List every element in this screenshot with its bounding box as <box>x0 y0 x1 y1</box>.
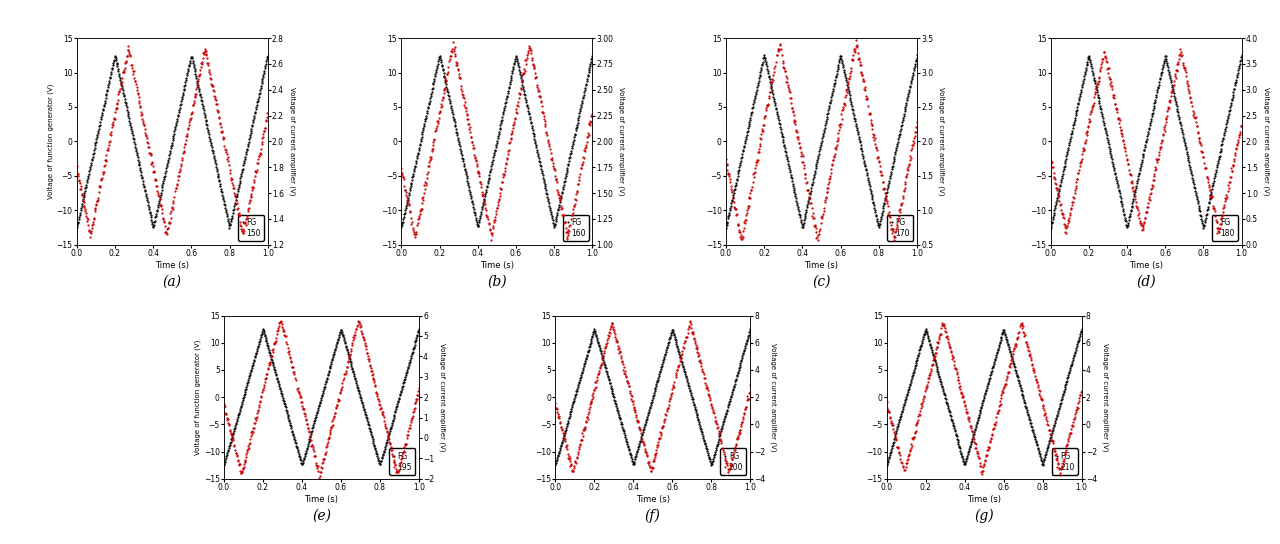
X-axis label: Time (s): Time (s) <box>155 261 189 270</box>
X-axis label: Time (s): Time (s) <box>305 494 338 504</box>
X-axis label: Time (s): Time (s) <box>636 494 669 504</box>
Legend: FG, 210: FG, 210 <box>1052 448 1078 475</box>
Text: (a): (a) <box>163 275 182 289</box>
Legend: FG, 180: FG, 180 <box>1212 214 1238 241</box>
Y-axis label: Voltage of current amplifier (V): Voltage of current amplifier (V) <box>1262 87 1268 196</box>
Y-axis label: Voltage of current amplifier (V): Voltage of current amplifier (V) <box>618 87 625 196</box>
Y-axis label: Voltage of current amplifier (V): Voltage of current amplifier (V) <box>938 87 945 196</box>
Text: (d): (d) <box>1137 275 1156 289</box>
Text: (g): (g) <box>974 509 995 523</box>
X-axis label: Time (s): Time (s) <box>480 261 513 270</box>
Y-axis label: Voltage of current amplifier (V): Voltage of current amplifier (V) <box>771 343 777 452</box>
Legend: FG, 170: FG, 170 <box>887 214 913 241</box>
Y-axis label: Voltage of function generator (V): Voltage of function generator (V) <box>47 84 54 199</box>
Text: (b): (b) <box>488 275 507 289</box>
Text: (e): (e) <box>312 509 332 523</box>
Text: (c): (c) <box>813 275 831 289</box>
X-axis label: Time (s): Time (s) <box>968 494 1001 504</box>
Y-axis label: Voltage of current amplifier (V): Voltage of current amplifier (V) <box>288 87 294 196</box>
X-axis label: Time (s): Time (s) <box>805 261 838 270</box>
Y-axis label: Voltage of current amplifier (V): Voltage of current amplifier (V) <box>1102 343 1108 452</box>
X-axis label: Time (s): Time (s) <box>1129 261 1164 270</box>
Legend: FG, 195: FG, 195 <box>389 448 415 475</box>
Legend: FG, 150: FG, 150 <box>238 214 264 241</box>
Legend: FG, 160: FG, 160 <box>563 214 589 241</box>
Legend: FG, 200: FG, 200 <box>721 448 746 475</box>
Y-axis label: Voltage of function generator (V): Voltage of function generator (V) <box>195 339 201 455</box>
Y-axis label: Voltage of current amplifier (V): Voltage of current amplifier (V) <box>439 343 445 452</box>
Text: (f): (f) <box>645 509 660 523</box>
